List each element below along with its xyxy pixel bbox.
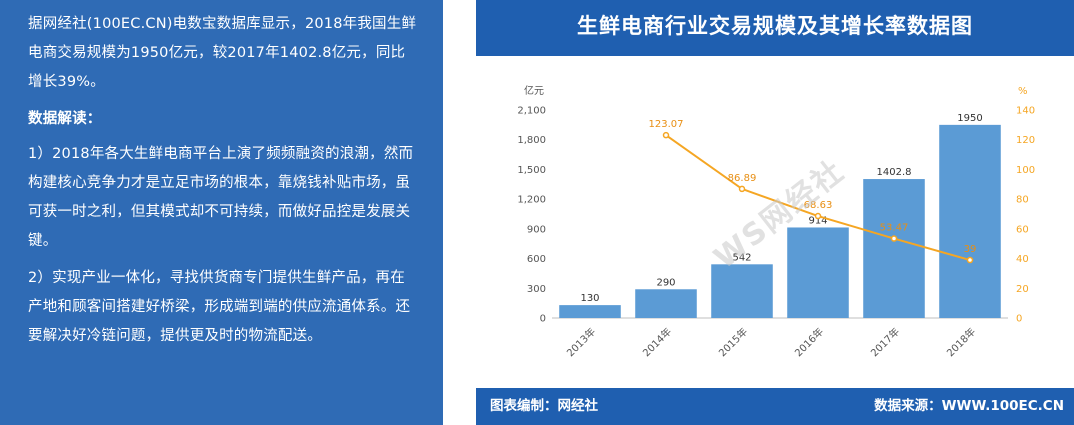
- bar-value-label: 1402.8: [877, 167, 912, 178]
- analysis-point-2: 2）实现产业一体化，寻找供货商专门提供生鲜产品，再在产地和顾客间搭建好桥梁，形成…: [28, 270, 411, 344]
- y-right-tick-label: 0: [1016, 314, 1022, 325]
- y-left-tick-label: 1,500: [517, 165, 546, 176]
- growth-rate-point: [890, 235, 898, 242]
- y-left-tick-label: 1,200: [517, 195, 546, 206]
- y-left-tick-label: 0: [540, 314, 546, 325]
- y-right-tick-label: 100: [1016, 165, 1035, 176]
- bar: [711, 264, 773, 318]
- chart-footer: 图表编制：网经社 数据来源：WWW.100EC.CN: [476, 388, 1074, 425]
- bar: [635, 289, 697, 318]
- y-left-tick-label: 300: [527, 284, 546, 295]
- growth-rate-point: [966, 256, 974, 264]
- growth-rate-label: 123.07: [649, 119, 684, 130]
- y-right-tick-label: 40: [1016, 254, 1029, 265]
- growth-rate-point: [662, 131, 670, 139]
- footer-source: 数据来源：WWW.100EC.CN: [874, 398, 1064, 414]
- intro-paragraph: 据网经社(100EC.CN)电数宝数据库显示，2018年我国生鲜电商交易规模为1…: [28, 16, 417, 90]
- footer-credit: 图表编制：网经社: [490, 398, 598, 414]
- y-right-tick-label: 140: [1016, 106, 1035, 117]
- growth-rate-label: 53.47: [880, 223, 909, 234]
- y-left-tick-label: 600: [527, 254, 546, 265]
- x-tick-label: 2013年: [564, 325, 598, 359]
- growth-rate-point: [814, 212, 822, 220]
- x-tick-label: 2016年: [792, 325, 826, 359]
- bar-value-label: 1950: [957, 113, 982, 124]
- x-tick-label: 2015年: [716, 325, 750, 359]
- growth-rate-label: 39: [964, 244, 977, 255]
- chart-svg: 0 300 600 900 1,200 1,500 1,800 2,100 亿元 0 20 40 60 8…: [517, 84, 1035, 359]
- bar: [863, 179, 925, 318]
- growth-rate-label: 86.89: [728, 173, 757, 184]
- y-left-tick-label: 2,100: [517, 106, 546, 117]
- growth-rate-label: 68.63: [804, 200, 833, 211]
- bar-value-label: 130: [580, 293, 599, 304]
- y-right-tick-label: 60: [1016, 224, 1029, 235]
- growth-rate-point: [738, 185, 746, 193]
- x-tick-label: 2018年: [944, 325, 978, 359]
- analysis-heading: 数据解读：: [28, 111, 102, 127]
- y-right-tick-label: 80: [1016, 195, 1029, 206]
- y-right-tick-label: 120: [1016, 135, 1035, 146]
- chart-title: 生鲜电商行业交易规模及其增长率数据图: [476, 0, 1074, 56]
- bar-value-label: 542: [732, 252, 751, 263]
- y-left-unit: 亿元: [524, 84, 544, 97]
- chart-panel: 生鲜电商行业交易规模及其增长率数据图 0 300 600 900 1,200 1,500 1…: [476, 0, 1074, 425]
- y-left-tick-label: 900: [527, 224, 546, 235]
- y-right-tick-label: 20: [1016, 284, 1029, 295]
- x-tick-label: 2014年: [640, 325, 674, 359]
- analysis-point-1: 1）2018年各大生鲜电商平台上演了频频融资的浪潮，然而构建核心竞争力才是立足市…: [28, 146, 414, 249]
- x-tick-label: 2017年: [868, 325, 902, 359]
- bar-value-label: 914: [808, 215, 827, 226]
- bar: [787, 227, 849, 318]
- y-left-tick-label: 1,800: [517, 135, 546, 146]
- bar: [559, 305, 621, 318]
- left-text-panel: 据网经社(100EC.CN)电数宝数据库显示，2018年我国生鲜电商交易规模为1…: [0, 0, 443, 425]
- bar: [939, 124, 1001, 318]
- y-right-unit: %: [1018, 86, 1028, 97]
- bar-value-label: 290: [656, 277, 675, 288]
